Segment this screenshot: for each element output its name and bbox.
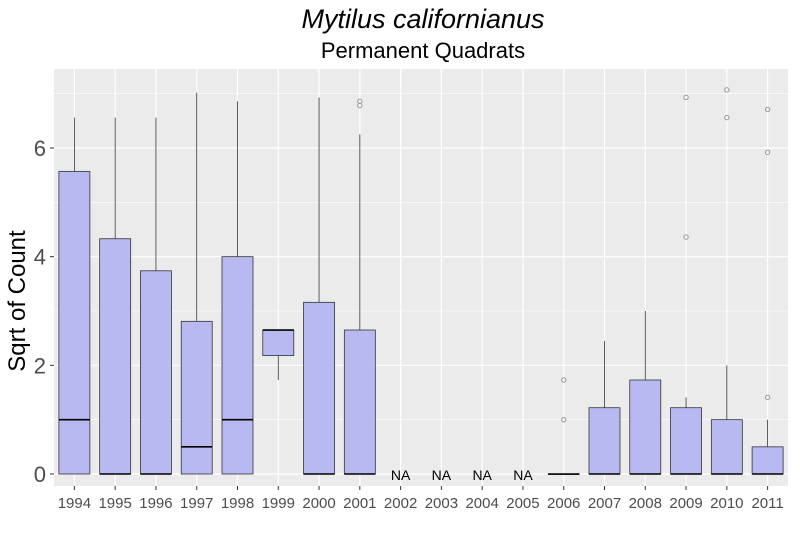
chart-title: Mytilus californianus [301,4,545,34]
x-tick-label: 2001 [343,495,376,512]
x-tick-label: 1995 [98,495,131,512]
x-tick-label: 2003 [425,495,458,512]
outlier-point [724,114,730,121]
box-body [58,170,91,475]
x-tick-label: 2009 [669,495,702,512]
outlier-point [683,234,689,240]
box-2000 [303,97,335,475]
chart-subtitle: Permanent Quadrats [320,38,526,63]
x-tick-label: 2002 [384,495,417,512]
box-body [99,238,132,475]
box-2009 [670,94,702,475]
y-tick-label: 2 [34,353,46,378]
box-body [303,301,335,475]
x-tick-label: 1998 [221,495,254,512]
x-tick-label: 2008 [629,495,662,512]
na-label: NA [513,467,533,483]
grid-minor [54,93,788,420]
box-2004: NA [472,467,492,483]
x-tick-label: 1996 [139,495,172,512]
na-label: NA [472,467,492,483]
boxes-layer: NA NA NA NA [58,87,784,483]
outlier-point [561,416,567,423]
box-2011 [751,106,784,475]
x-tick-label: 2004 [465,495,498,512]
y-tick-label: 0 [34,462,46,487]
x-tick-label: 2000 [302,495,335,512]
box-2008 [629,311,662,475]
x-tick-label: 2006 [547,495,580,512]
x-tick-label: 1997 [180,495,213,512]
box-1998 [221,101,254,475]
na-label: NA [391,467,411,483]
x-tick-label: 1999 [262,495,295,512]
plot-panel [54,69,788,486]
y-tick-label: 4 [34,245,46,270]
box-body [751,446,784,475]
box-body [343,329,376,475]
outlier-point [357,98,363,104]
box-2002: NA [391,467,411,483]
outlier-point [764,106,771,113]
box-1996 [140,117,172,475]
box-1995 [99,117,132,475]
outlier-point [683,94,689,101]
box-body [629,379,662,475]
na-label: NA [432,467,452,483]
y-tick-label: 6 [34,136,46,161]
box-body [180,320,213,475]
box-2001 [343,98,376,475]
x-tick-label: 1994 [58,495,91,512]
box-1999 [262,329,295,381]
box-body [670,407,702,475]
outlier-point [724,87,730,93]
box-body [140,270,172,475]
box-1994 [58,117,91,475]
box-body [221,256,254,475]
x-axis: 1994 1995 1996 1997 1998 1999 2000 2001 2002 2003… [58,486,784,512]
box-2006 [547,377,580,475]
y-axis: 0 2 4 6 [34,136,54,487]
box-2003: NA [432,467,452,483]
x-tick-label: 2005 [506,495,539,512]
box-2005: NA [513,467,533,483]
box-body [588,407,621,475]
x-tick-label: 2011 [751,495,783,512]
box-2007 [588,340,621,475]
box-1997 [180,92,213,475]
x-tick-label: 2007 [588,495,621,512]
outlier-point [764,394,771,401]
box-body [710,419,743,475]
outlier-point [764,149,771,156]
outlier-point [561,377,567,383]
box-body [262,329,295,356]
box-2010 [710,87,743,475]
x-tick-label: 2010 [710,495,743,512]
